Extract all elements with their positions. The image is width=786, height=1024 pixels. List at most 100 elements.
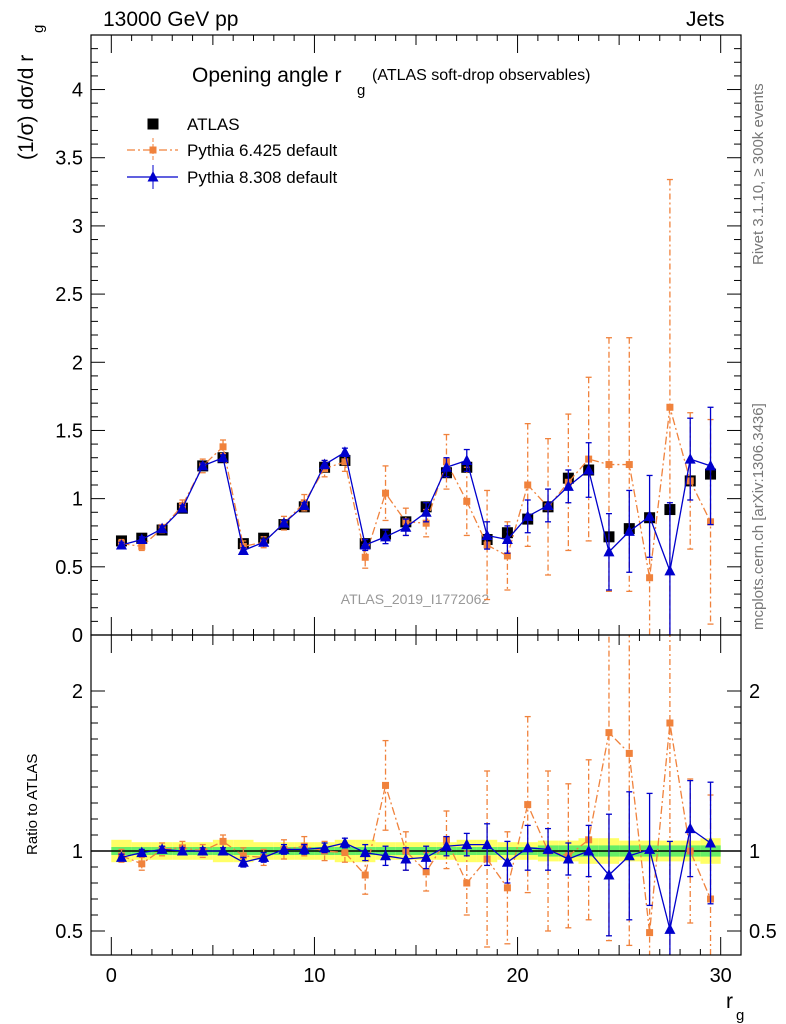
header-right-label: Jets (686, 8, 725, 31)
top-y-tick-label: 1.5 (55, 420, 83, 442)
ratio-pythia6-series-marker (239, 852, 247, 860)
ratio-pythia8-series-marker (197, 845, 209, 856)
pythia8-series-marker (237, 544, 249, 555)
ratio-pythia8-series-marker (644, 843, 656, 854)
ratio-pythia8-series-marker (440, 840, 452, 851)
pythia8-series-marker (278, 517, 290, 528)
bottom-y-tick-label-left: 0.5 (55, 921, 83, 943)
ratio-pythia8-series-marker (400, 853, 412, 864)
pythia8-series-marker (217, 451, 229, 463)
bottom-y-tick-label-right: 2 (749, 681, 760, 703)
ratio-pythia8-series-marker (542, 843, 554, 854)
top-y-axis-label: (1/σ) dσ/d r g (15, 25, 47, 160)
ratio-pythia8-series-marker (522, 841, 534, 853)
bottom-y-axis-label: Ratio to ATLAS (24, 754, 41, 855)
plot-title: Opening angle r (192, 64, 341, 87)
pythia8-series-marker (522, 510, 534, 521)
ratio-pythia8-series-marker (278, 843, 290, 854)
watermark-label: ATLAS_2019_I1772062 (341, 591, 490, 607)
pythia6-series-marker (341, 458, 349, 466)
pythia8-series-marker (623, 525, 635, 536)
x-axis-label-subscript: g (736, 1007, 744, 1024)
x-axis-label: r (726, 990, 733, 1013)
ratio-pythia6-series-line (121, 722, 712, 933)
legend-marker-pythia8 (147, 171, 159, 182)
pythia8-series-marker (542, 499, 554, 510)
ratio-pythia6-series-marker (138, 860, 146, 868)
header-left-label: 13000 GeV pp (103, 8, 239, 31)
pythia6-series-marker (382, 489, 390, 497)
ratio-pythia8-series-marker (298, 843, 310, 854)
pythia8-series-marker (115, 539, 127, 550)
top-y-tick-label: 3 (72, 216, 83, 238)
legend-marker-atlas (147, 118, 159, 130)
pythia6-series-marker (625, 461, 633, 469)
pythia6-series-line (121, 407, 712, 578)
bottom-y-tick-label-right: 1 (749, 841, 760, 863)
ratio-pythia8-series-marker (481, 838, 493, 850)
ratio-pythia8-series-marker (339, 837, 351, 848)
bottom-y-tick-label-right: 0.5 (749, 921, 777, 943)
pythia6-series-marker (138, 542, 146, 550)
ratio-pythia8-series-marker (176, 845, 188, 856)
pythia6-series-marker (524, 481, 532, 489)
pythia8-series-group (115, 406, 717, 635)
legend-label: Pythia 8.308 default (187, 168, 338, 187)
ratio-pythia6-series-marker (463, 879, 471, 887)
pythia8-series-marker (197, 459, 209, 471)
pythia6-series-marker (503, 552, 511, 560)
ratio-pythia8-series-marker (583, 845, 595, 856)
x-tick-label: 30 (710, 965, 732, 987)
pythia8-series-marker (359, 539, 371, 550)
top-y-tick-label: 2 (72, 352, 83, 374)
ratio-pythia8-series-marker (115, 851, 127, 862)
ratio-pythia6-series-marker (422, 868, 430, 876)
pythia8-series-marker (420, 506, 432, 517)
pythia8-series-line (121, 451, 711, 574)
pythia6-series-marker (219, 443, 227, 451)
ratio-pythia6-series-marker (341, 849, 349, 857)
ratio-pythia6-series-marker (382, 781, 390, 789)
ratio-pythia8-series-marker (684, 822, 696, 834)
ratio-pythia8-series-line (121, 827, 711, 930)
ratio-pythia6-series-marker (219, 837, 227, 845)
ratio-pythia6-series-marker (503, 884, 511, 892)
ratio-pythia8-series-marker (664, 923, 676, 934)
ratio-pythia8-series-marker (420, 851, 432, 862)
bottom-y-tick-label-left: 1 (72, 841, 83, 863)
plot-title-subscript: g (357, 82, 365, 99)
pythia8-series-marker (583, 464, 595, 475)
pythia8-series-marker (339, 446, 351, 457)
top-y-tick-label: 0 (72, 625, 83, 647)
pythia8-series-marker (380, 530, 392, 542)
pythia8-series-marker (705, 459, 717, 471)
x-tick-label: 0 (106, 965, 117, 987)
top-y-axis-label-subscript: g (30, 25, 47, 33)
pythia8-series-marker (644, 510, 656, 521)
pythia6-series-marker (646, 574, 654, 582)
pythia8-series-marker (176, 502, 188, 513)
top-y-axis-label-text: (1/σ) dσ/d r (15, 55, 38, 160)
bottom-y-tick-label-left: 2 (72, 681, 83, 703)
ratio-pythia8-series-marker (380, 849, 392, 861)
legend-marker-pythia6 (149, 146, 157, 154)
ratio-pythia8-series-marker (623, 849, 635, 861)
ratio-pythia6-series-marker (524, 801, 532, 809)
ratio-pythia8-series-marker (501, 856, 513, 867)
ratio-pythia8-series-marker (705, 837, 717, 848)
legend: ATLAS Pythia 6.425 default Pythia 8.308 de… (127, 115, 338, 189)
plot-title-extra: (ATLAS soft-drop observables) (372, 67, 590, 84)
ratio-pythia8-series-marker (603, 869, 615, 880)
legend-label: ATLAS (187, 115, 240, 134)
pythia8-series-marker (298, 499, 310, 510)
pythia6-series-marker (361, 553, 369, 561)
ratio-pythia8-series-group (115, 779, 717, 955)
ratio-pythia8-series-marker (136, 846, 148, 858)
pythia8-series-marker (136, 533, 148, 545)
pythia8-series-marker (156, 522, 168, 534)
bottom-y-axis-label-text: Ratio to ATLAS (24, 754, 41, 855)
pythia6-series-marker (605, 461, 613, 469)
pythia8-series-marker (562, 480, 574, 491)
pythia8-series-marker (501, 533, 513, 545)
